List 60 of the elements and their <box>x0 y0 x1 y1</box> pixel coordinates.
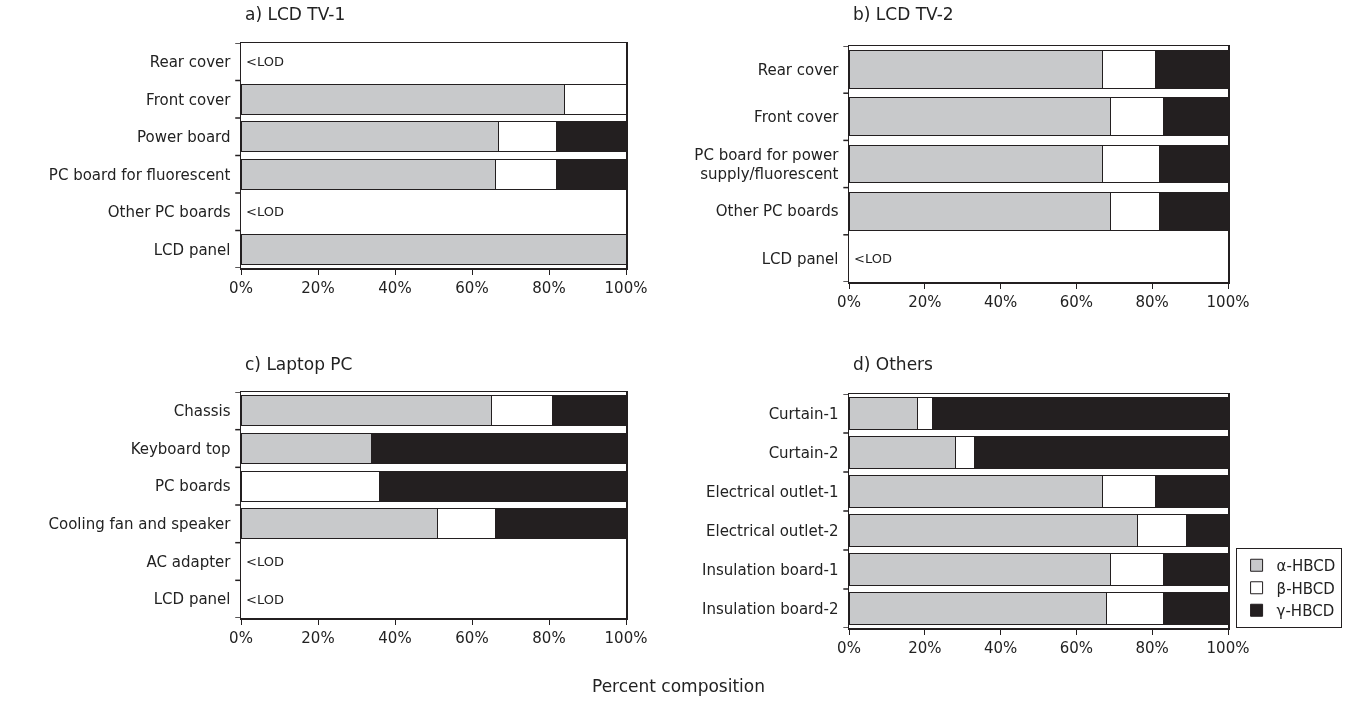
y-tick-label: AC adapter <box>146 552 232 571</box>
chart-title: d) Others <box>853 353 934 374</box>
x-tick-label: 20% <box>908 638 942 657</box>
chart-title: b) LCD TV-2 <box>853 3 954 24</box>
x-tick-label: 20% <box>301 278 335 297</box>
y-tick-label: Curtain-1 <box>768 404 839 423</box>
legend-label: γ-HBCD <box>1276 602 1335 621</box>
x-tick-label: 20% <box>908 292 942 311</box>
x-tick-label: 40% <box>983 638 1018 657</box>
chart-title: c) Laptop PC <box>245 353 353 374</box>
x-tick-label: 0% <box>837 638 861 657</box>
x-tick-label: 100% <box>604 628 648 647</box>
x-tick-label: 0% <box>837 292 861 311</box>
y-tick-label: Keyboard top <box>130 439 231 458</box>
y-tick-label: Other PC boards <box>715 202 839 221</box>
x-tick-label: 0% <box>229 628 253 647</box>
x-tick-label: 60% <box>1059 638 1094 657</box>
y-tick-label: Other PC boards <box>107 203 231 221</box>
x-tick-label: 80% <box>1135 292 1169 311</box>
y-tick-label: LCD panel <box>153 590 231 609</box>
y-tick-label: Chassis <box>173 402 231 421</box>
x-tick-label: 60% <box>455 628 489 647</box>
y-tick-label: Rear cover <box>757 60 840 79</box>
y-tick-label: Cooling fan and speaker <box>48 515 232 534</box>
annotation: <LOD <box>246 54 284 69</box>
y-tick-label: Electrical outlet-2 <box>705 521 839 540</box>
legend-label: β-HBCD <box>1276 579 1335 598</box>
y-tick-label: Insulation board-1 <box>702 560 839 579</box>
annotation: <LOD <box>246 592 284 607</box>
y-tick-label: Front cover <box>754 108 840 127</box>
x-tick-label: 80% <box>532 278 566 297</box>
y-tick-label: PC board for power supply/fluorescent <box>694 145 840 183</box>
x-tick-label: 0% <box>229 278 253 297</box>
annotation: <LOD <box>246 554 284 569</box>
y-tick-label: Insulation board-2 <box>702 599 839 618</box>
y-tick-label: PC boards <box>155 477 231 496</box>
x-tick-label: 100% <box>604 278 648 297</box>
y-tick-label: Electrical outlet-1 <box>705 482 839 501</box>
x-tick-label: 60% <box>1059 292 1094 311</box>
y-tick-label: Front cover <box>146 90 232 109</box>
x-tick-label: 40% <box>983 292 1018 311</box>
y-tick-label: Rear cover <box>149 53 232 71</box>
x-tick-label: 40% <box>378 278 412 297</box>
annotation: <LOD <box>246 204 284 219</box>
legend-label: α-HBCD <box>1276 557 1336 576</box>
x-tick-label: 80% <box>1135 638 1169 657</box>
y-tick-label: PC board for fluorescent <box>48 165 231 184</box>
y-tick-label: LCD panel <box>761 249 839 268</box>
x-tick-label: 80% <box>532 628 566 647</box>
x-tick-label: 20% <box>301 628 335 647</box>
y-tick-label: Curtain-2 <box>768 443 839 462</box>
x-tick-label: 100% <box>1206 638 1250 657</box>
y-tick-label: Power board <box>137 128 231 146</box>
y-tick-label: LCD panel <box>153 240 231 259</box>
annotation: <LOD <box>854 251 892 266</box>
x-tick-label: 40% <box>378 628 412 647</box>
x-tick-label: 100% <box>1206 292 1250 311</box>
x-axis-title: Percent composition <box>591 676 766 696</box>
chart-title: a) LCD TV-1 <box>245 3 346 24</box>
x-tick-label: 60% <box>455 278 489 297</box>
